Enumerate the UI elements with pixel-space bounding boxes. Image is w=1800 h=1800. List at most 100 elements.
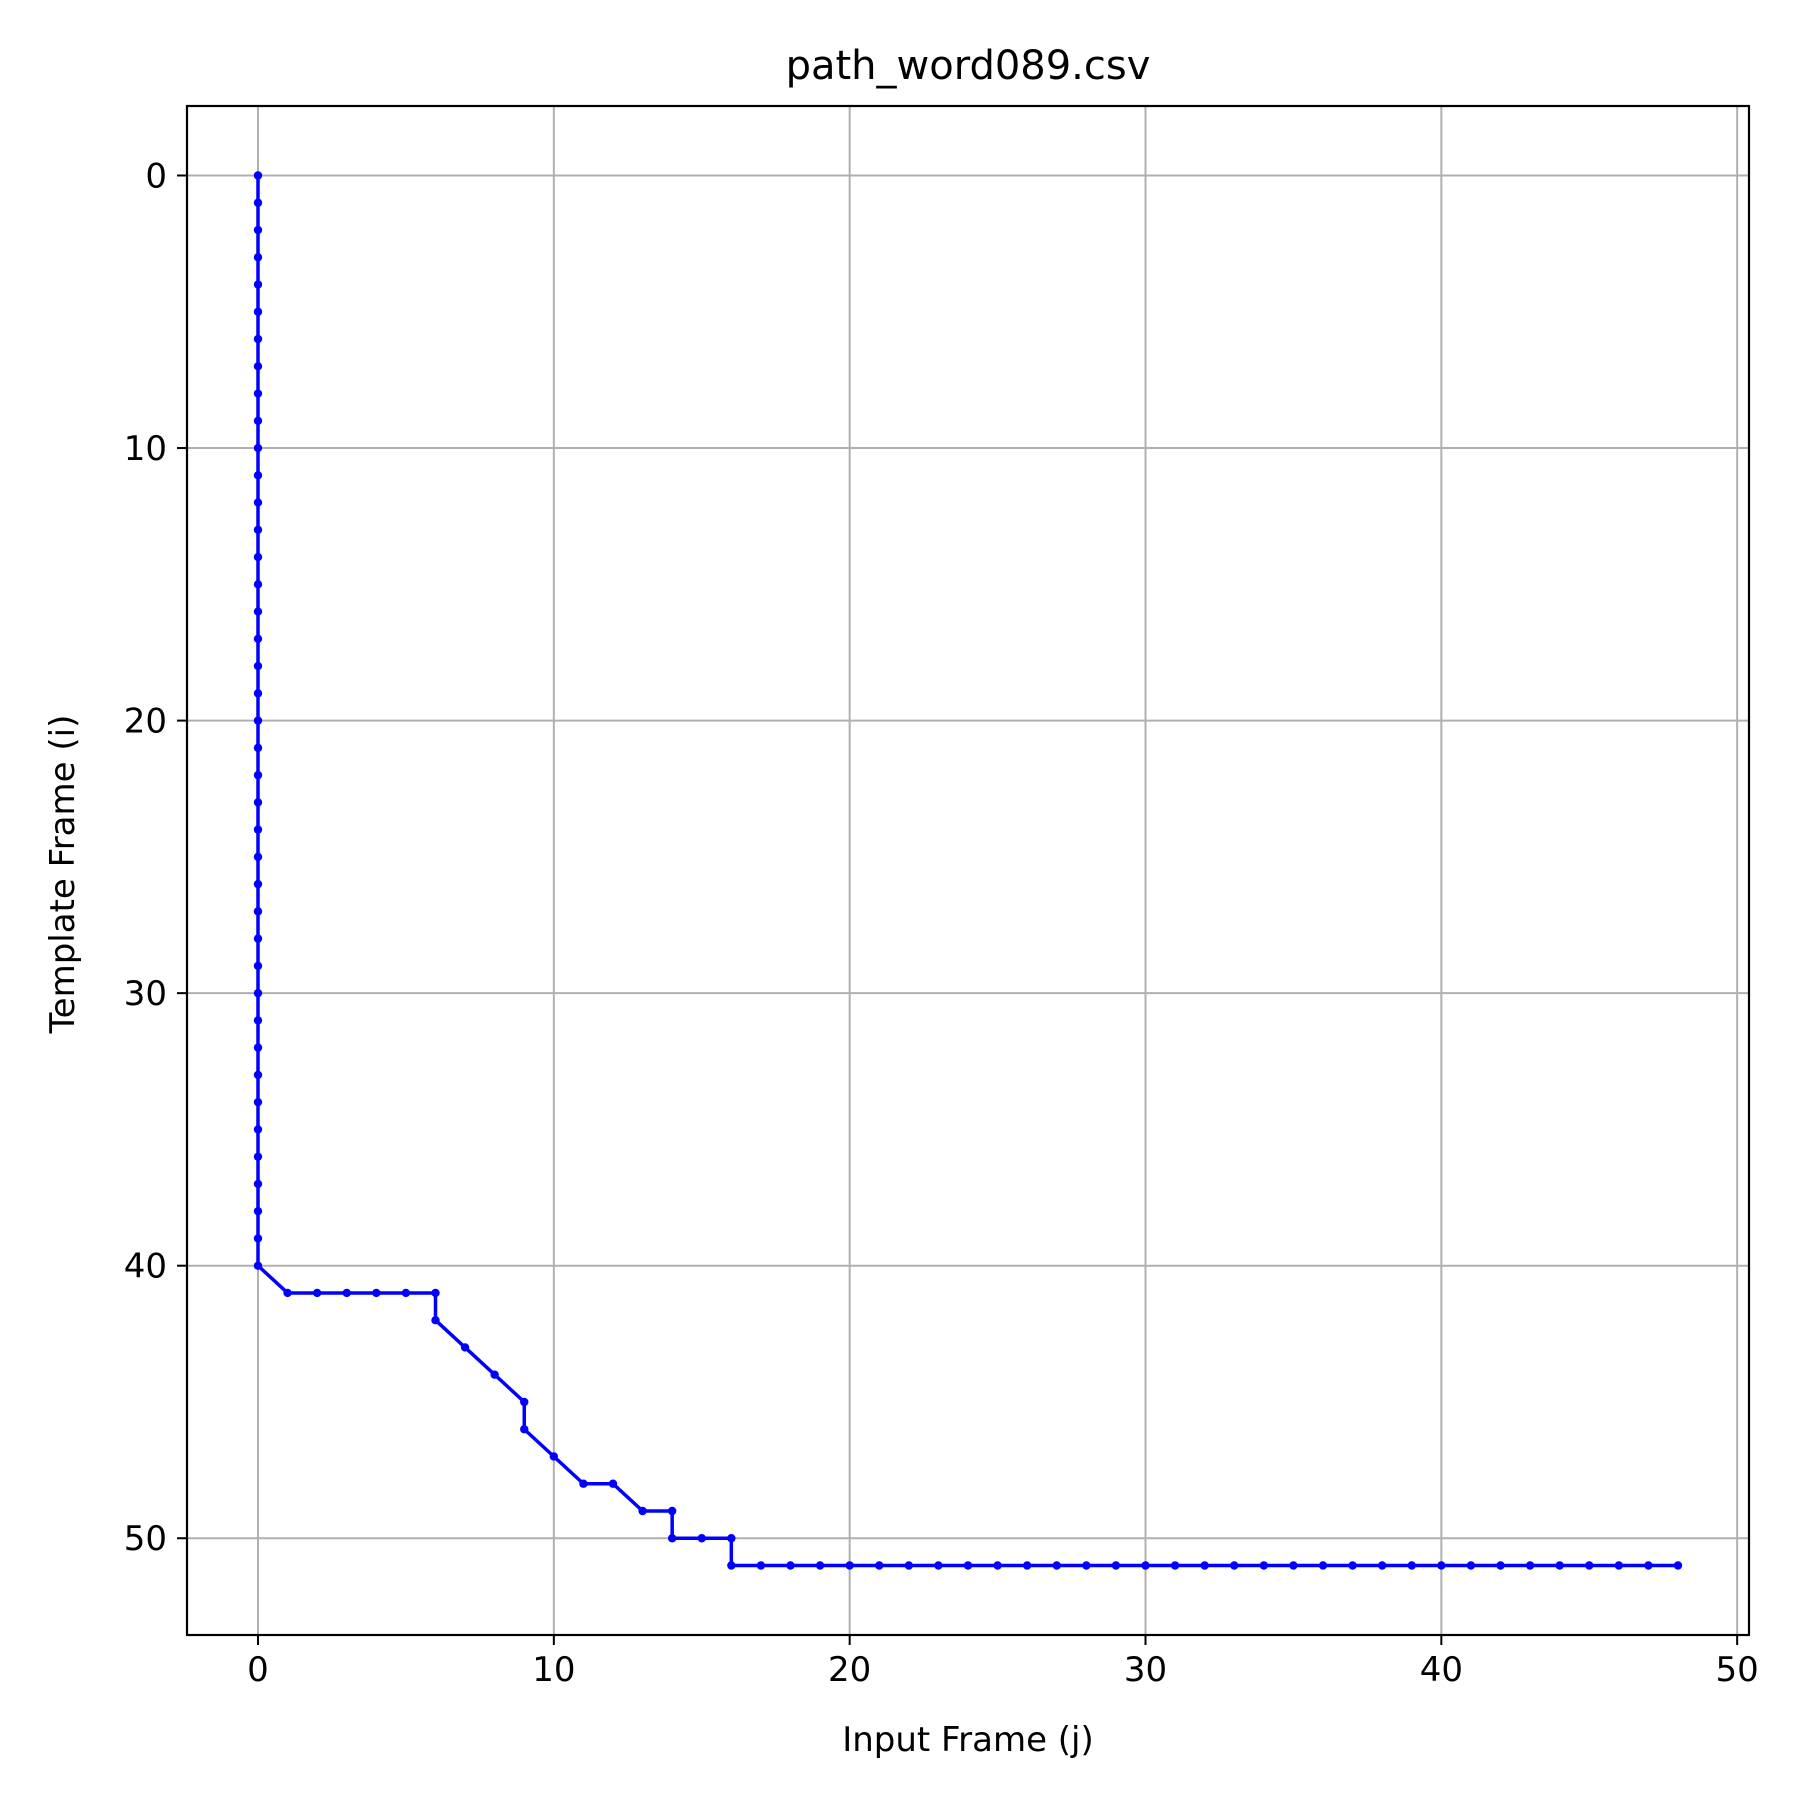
data-point bbox=[490, 1370, 499, 1379]
data-point bbox=[667, 1506, 677, 1516]
data-point bbox=[1052, 1561, 1061, 1570]
y-axis-ticks: 0 10 20 30 40 50 bbox=[124, 157, 187, 1559]
y-tick-label: 40 bbox=[124, 1247, 167, 1287]
data-point bbox=[253, 580, 263, 589]
data-point bbox=[667, 1534, 677, 1543]
series-layer bbox=[253, 171, 1683, 1570]
data-point bbox=[312, 1288, 322, 1298]
data-point bbox=[1555, 1561, 1564, 1570]
data-point bbox=[253, 879, 263, 889]
data-point bbox=[253, 634, 263, 644]
data-point bbox=[638, 1506, 647, 1516]
data-point bbox=[608, 1479, 618, 1488]
chart-title: path_word089.csv bbox=[786, 43, 1151, 89]
data-point bbox=[342, 1288, 351, 1298]
data-point bbox=[253, 171, 263, 180]
data-point bbox=[1022, 1561, 1032, 1570]
data-point bbox=[756, 1561, 766, 1570]
data-point bbox=[253, 661, 263, 671]
data-point bbox=[283, 1288, 292, 1298]
data-point bbox=[253, 1179, 263, 1189]
data-point bbox=[401, 1288, 411, 1298]
data-point bbox=[1407, 1561, 1416, 1570]
data-point bbox=[1377, 1561, 1387, 1570]
data-point bbox=[431, 1288, 440, 1298]
data-point bbox=[253, 1261, 263, 1270]
data-point bbox=[963, 1561, 973, 1570]
data-point bbox=[253, 743, 263, 753]
data-point bbox=[372, 1288, 381, 1298]
data-point bbox=[579, 1479, 588, 1488]
data-point bbox=[904, 1561, 914, 1570]
data-point bbox=[1230, 1561, 1239, 1570]
y-tick-label: 50 bbox=[124, 1519, 167, 1559]
series-line bbox=[256, 175, 1678, 1568]
data-point bbox=[253, 607, 263, 616]
data-point bbox=[1170, 1561, 1180, 1570]
data-point bbox=[1585, 1561, 1594, 1570]
data-point bbox=[1082, 1561, 1091, 1570]
x-axis-ticks: 0 10 20 30 40 50 bbox=[247, 1635, 1759, 1690]
data-point bbox=[253, 934, 263, 943]
data-point bbox=[727, 1534, 736, 1543]
data-point bbox=[253, 1016, 263, 1025]
data-point bbox=[253, 907, 263, 916]
data-point bbox=[253, 1097, 263, 1107]
data-point bbox=[815, 1561, 825, 1570]
y-axis-label: Template Frame (i) bbox=[43, 715, 83, 1035]
data-point bbox=[253, 1152, 263, 1161]
data-point bbox=[253, 988, 263, 998]
data-point bbox=[253, 1234, 263, 1243]
x-tick-label: 40 bbox=[1420, 1650, 1463, 1690]
data-point bbox=[1289, 1561, 1298, 1570]
data-point bbox=[1141, 1561, 1150, 1570]
data-point bbox=[253, 798, 263, 807]
y-tick-label: 10 bbox=[124, 429, 167, 469]
data-point bbox=[1673, 1561, 1683, 1570]
data-point bbox=[253, 1206, 263, 1216]
data-point bbox=[253, 716, 263, 725]
data-point bbox=[1644, 1561, 1653, 1570]
x-tick-label: 10 bbox=[532, 1650, 575, 1690]
data-point bbox=[1466, 1561, 1476, 1570]
data-point bbox=[1200, 1561, 1209, 1570]
x-axis-label: Input Frame (j) bbox=[842, 1720, 1094, 1760]
data-point bbox=[549, 1452, 559, 1461]
data-point bbox=[253, 1125, 263, 1134]
data-point bbox=[727, 1561, 736, 1570]
data-point bbox=[1318, 1561, 1328, 1570]
data-point bbox=[253, 961, 263, 971]
data-point bbox=[253, 471, 263, 480]
grid bbox=[187, 106, 1749, 1635]
x-tick-label: 0 bbox=[247, 1650, 269, 1690]
data-point bbox=[253, 416, 263, 425]
x-tick-label: 20 bbox=[828, 1650, 871, 1690]
data-point bbox=[253, 280, 263, 289]
data-point bbox=[845, 1561, 854, 1570]
data-point bbox=[1525, 1561, 1535, 1570]
data-point bbox=[1496, 1561, 1505, 1570]
data-point bbox=[253, 770, 263, 780]
data-point bbox=[875, 1561, 884, 1570]
data-point bbox=[253, 689, 263, 698]
data-point bbox=[1348, 1561, 1357, 1570]
data-point bbox=[253, 852, 263, 862]
plot-frame bbox=[185, 104, 1751, 1637]
x-tick-label: 50 bbox=[1716, 1650, 1759, 1690]
data-point bbox=[697, 1534, 706, 1543]
data-point bbox=[1259, 1561, 1269, 1570]
data-point bbox=[520, 1425, 529, 1434]
data-point bbox=[253, 389, 263, 398]
data-point bbox=[431, 1316, 440, 1325]
data-point bbox=[253, 334, 263, 344]
data-point bbox=[253, 825, 263, 834]
data-point bbox=[786, 1561, 795, 1570]
y-tick-label: 30 bbox=[124, 974, 167, 1014]
data-point bbox=[993, 1561, 1002, 1570]
data-point bbox=[934, 1561, 943, 1570]
data-point bbox=[253, 552, 263, 562]
data-point bbox=[253, 253, 263, 262]
data-point bbox=[253, 198, 263, 207]
data-point bbox=[253, 225, 263, 235]
